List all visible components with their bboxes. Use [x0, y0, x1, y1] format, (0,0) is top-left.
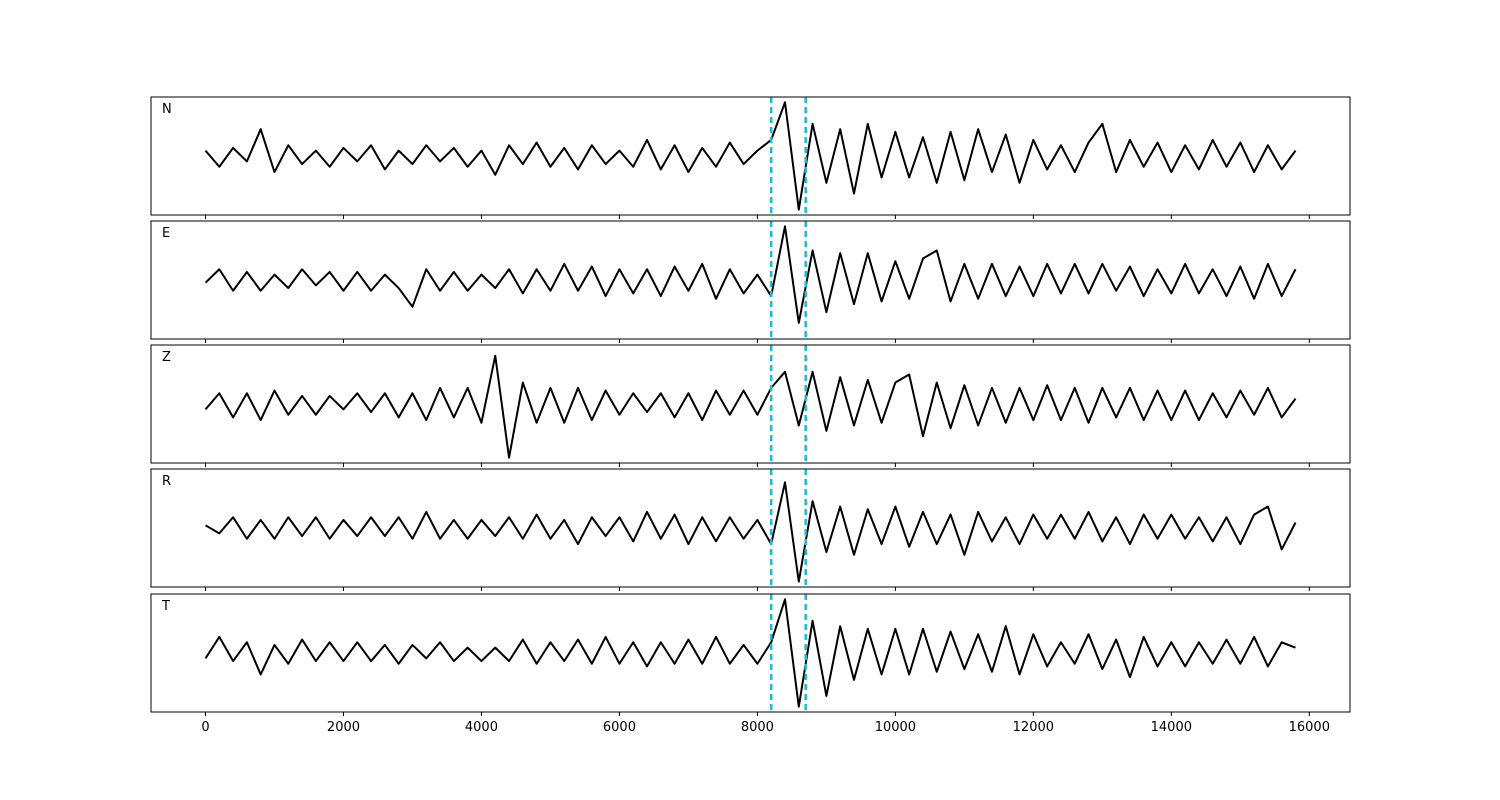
x-tick-label: 4000	[465, 720, 498, 735]
panel-frame	[150, 468, 1351, 588]
trace	[204, 598, 1296, 708]
panel-frame	[150, 220, 1351, 340]
x-tick-label: 14000	[1151, 720, 1192, 735]
x-tick-label: 16000	[1289, 720, 1330, 735]
trace	[204, 354, 1297, 459]
trace	[204, 225, 1297, 324]
panel-label: T	[161, 599, 170, 614]
panel-label: R	[162, 474, 171, 489]
panel-label: E	[162, 226, 170, 241]
trace	[204, 481, 1297, 583]
x-tick-label: 8000	[741, 720, 774, 735]
panel-frame	[150, 593, 1351, 713]
x-tick-label: 0	[201, 720, 209, 735]
panel-frame	[150, 344, 1351, 464]
x-tick-label: 12000	[1013, 720, 1054, 735]
panel-label: N	[162, 102, 172, 117]
trace	[204, 101, 1297, 211]
panel-frame	[150, 96, 1351, 216]
panel-label: Z	[162, 350, 171, 365]
x-tick-label: 2000	[327, 720, 360, 735]
x-tick-label: 10000	[875, 720, 916, 735]
x-tick-label: 6000	[603, 720, 636, 735]
